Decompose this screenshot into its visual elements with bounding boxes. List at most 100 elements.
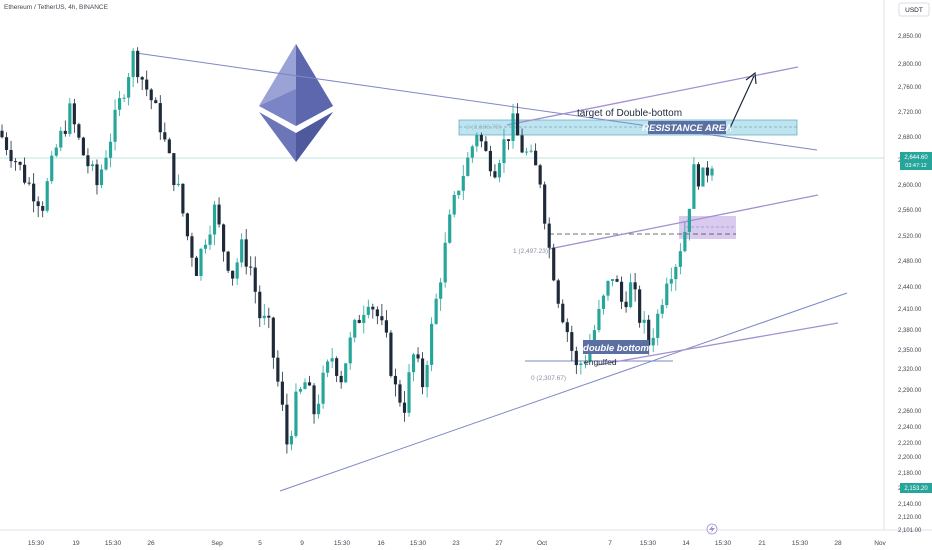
candle-body [217, 204, 221, 225]
target-arrow [728, 71, 757, 131]
candle-body [54, 147, 58, 156]
symbol-title: Ethereum / TetherUS, 4h, BINANCE [4, 4, 109, 11]
price-tick-7: 2,560.00 [898, 208, 922, 214]
candle-body [226, 251, 230, 271]
candle-body [624, 301, 628, 308]
time-tick-17: 21 [758, 540, 766, 547]
resistance-area-box[interactable] [458, 119, 798, 136]
candle-body [117, 98, 122, 110]
candle-body [515, 113, 520, 136]
candle-body [678, 251, 682, 267]
candle-body [565, 322, 569, 333]
price-scale[interactable]: 2,850.00 2,800.00 2,760.00 2,720.00 2,680.00… [898, 34, 922, 534]
resistance-label-bg [648, 121, 726, 134]
candle-body [316, 403, 321, 415]
candle-body [534, 150, 538, 166]
time-tick-12: Oct [537, 540, 547, 547]
candle-body [488, 150, 492, 172]
candle-body [705, 167, 710, 176]
price-tick-24: 2,101.00 [898, 528, 922, 534]
time-scale[interactable]: 15:30 19 15:30 26 Sep 5 9 15:30 16 15:30 23 27 Oct 7 1… [28, 540, 887, 547]
candle-body [466, 157, 470, 176]
candle-body [276, 357, 280, 382]
double-bottom-label-bg [583, 340, 649, 354]
candle-body [231, 270, 235, 279]
candle-body [384, 320, 388, 333]
candle-body [511, 113, 515, 142]
candle-body [4, 137, 9, 150]
candle-body [642, 319, 646, 323]
candle-body [647, 319, 651, 346]
price-tick-20: 2,180.00 [898, 471, 922, 477]
price-tick-19: 2,200.00 [898, 455, 922, 461]
candle-body [651, 337, 655, 346]
candle-body [484, 141, 488, 151]
candle-body [665, 283, 669, 306]
candle-body [561, 303, 565, 323]
engulfed-label: engulfed [584, 357, 617, 367]
fib-level-2-label: 2 (2,686.79) [466, 124, 501, 131]
time-tick-1: 19 [72, 540, 80, 547]
candle-body [203, 244, 208, 249]
candle-body [579, 363, 583, 366]
price-tick-11: 2,410.00 [898, 307, 922, 313]
time-tick-0: 15:30 [28, 540, 45, 547]
last-price-text: 2,644.60 [904, 155, 928, 161]
candle-body [154, 100, 158, 104]
candle-body [493, 171, 497, 178]
candle-body [298, 389, 303, 392]
candle-body [9, 149, 13, 162]
lightning-icon[interactable] [706, 523, 718, 535]
price-tick-4: 2,680.00 [898, 135, 922, 141]
candle-body [335, 358, 339, 376]
low-price-badge [900, 483, 932, 493]
retest-zone-box[interactable] [679, 216, 736, 239]
candle-body [520, 135, 524, 153]
time-tick-20: Nov [874, 540, 886, 547]
candle-body [525, 151, 529, 153]
candle-body [72, 103, 76, 125]
time-tick-11: 27 [495, 540, 503, 547]
fib-level-1-label: 1 (2,497.23) [513, 248, 548, 255]
candle-body [122, 97, 126, 99]
candle-body [601, 295, 606, 309]
candle-body [285, 404, 289, 445]
candle-body [262, 315, 266, 319]
time-tick-8: 16 [377, 540, 385, 547]
double-bottom-label: double bottom [583, 343, 650, 354]
candle-body [434, 298, 438, 324]
candle-body [506, 139, 511, 142]
candle-body [208, 234, 212, 245]
candle-body [344, 363, 348, 383]
candle-body [63, 130, 67, 134]
candle-body [99, 169, 104, 186]
time-tick-5: 5 [258, 540, 262, 547]
candle-body [425, 364, 429, 388]
candle-body [443, 242, 447, 283]
price-tick-23: 2,120.00 [898, 515, 922, 521]
channel-lower-line[interactable] [596, 322, 839, 366]
candle-body [371, 306, 375, 310]
candle-body [529, 150, 533, 152]
candle-body [479, 135, 483, 142]
candle-body [629, 282, 633, 308]
countdown-text: 03:47:12 [905, 163, 926, 169]
candle-body [547, 223, 551, 248]
candle-body [321, 372, 325, 404]
candles-group [0, 47, 714, 454]
time-tick-16: 15:30 [715, 540, 732, 547]
time-tick-9: 15:30 [410, 540, 427, 547]
channel-mid-line[interactable] [548, 194, 819, 250]
time-tick-13: 7 [608, 540, 612, 547]
candle-body [362, 314, 366, 323]
price-tick-2: 2,760.00 [898, 85, 922, 91]
ascending-support-line[interactable] [279, 292, 848, 492]
currency-button[interactable] [898, 2, 930, 17]
candle-body [326, 361, 330, 373]
candle-body [633, 282, 637, 290]
price-tick-18: 2,220.00 [898, 441, 922, 447]
candle-body [163, 132, 167, 140]
time-tick-4: Sep [211, 540, 223, 547]
